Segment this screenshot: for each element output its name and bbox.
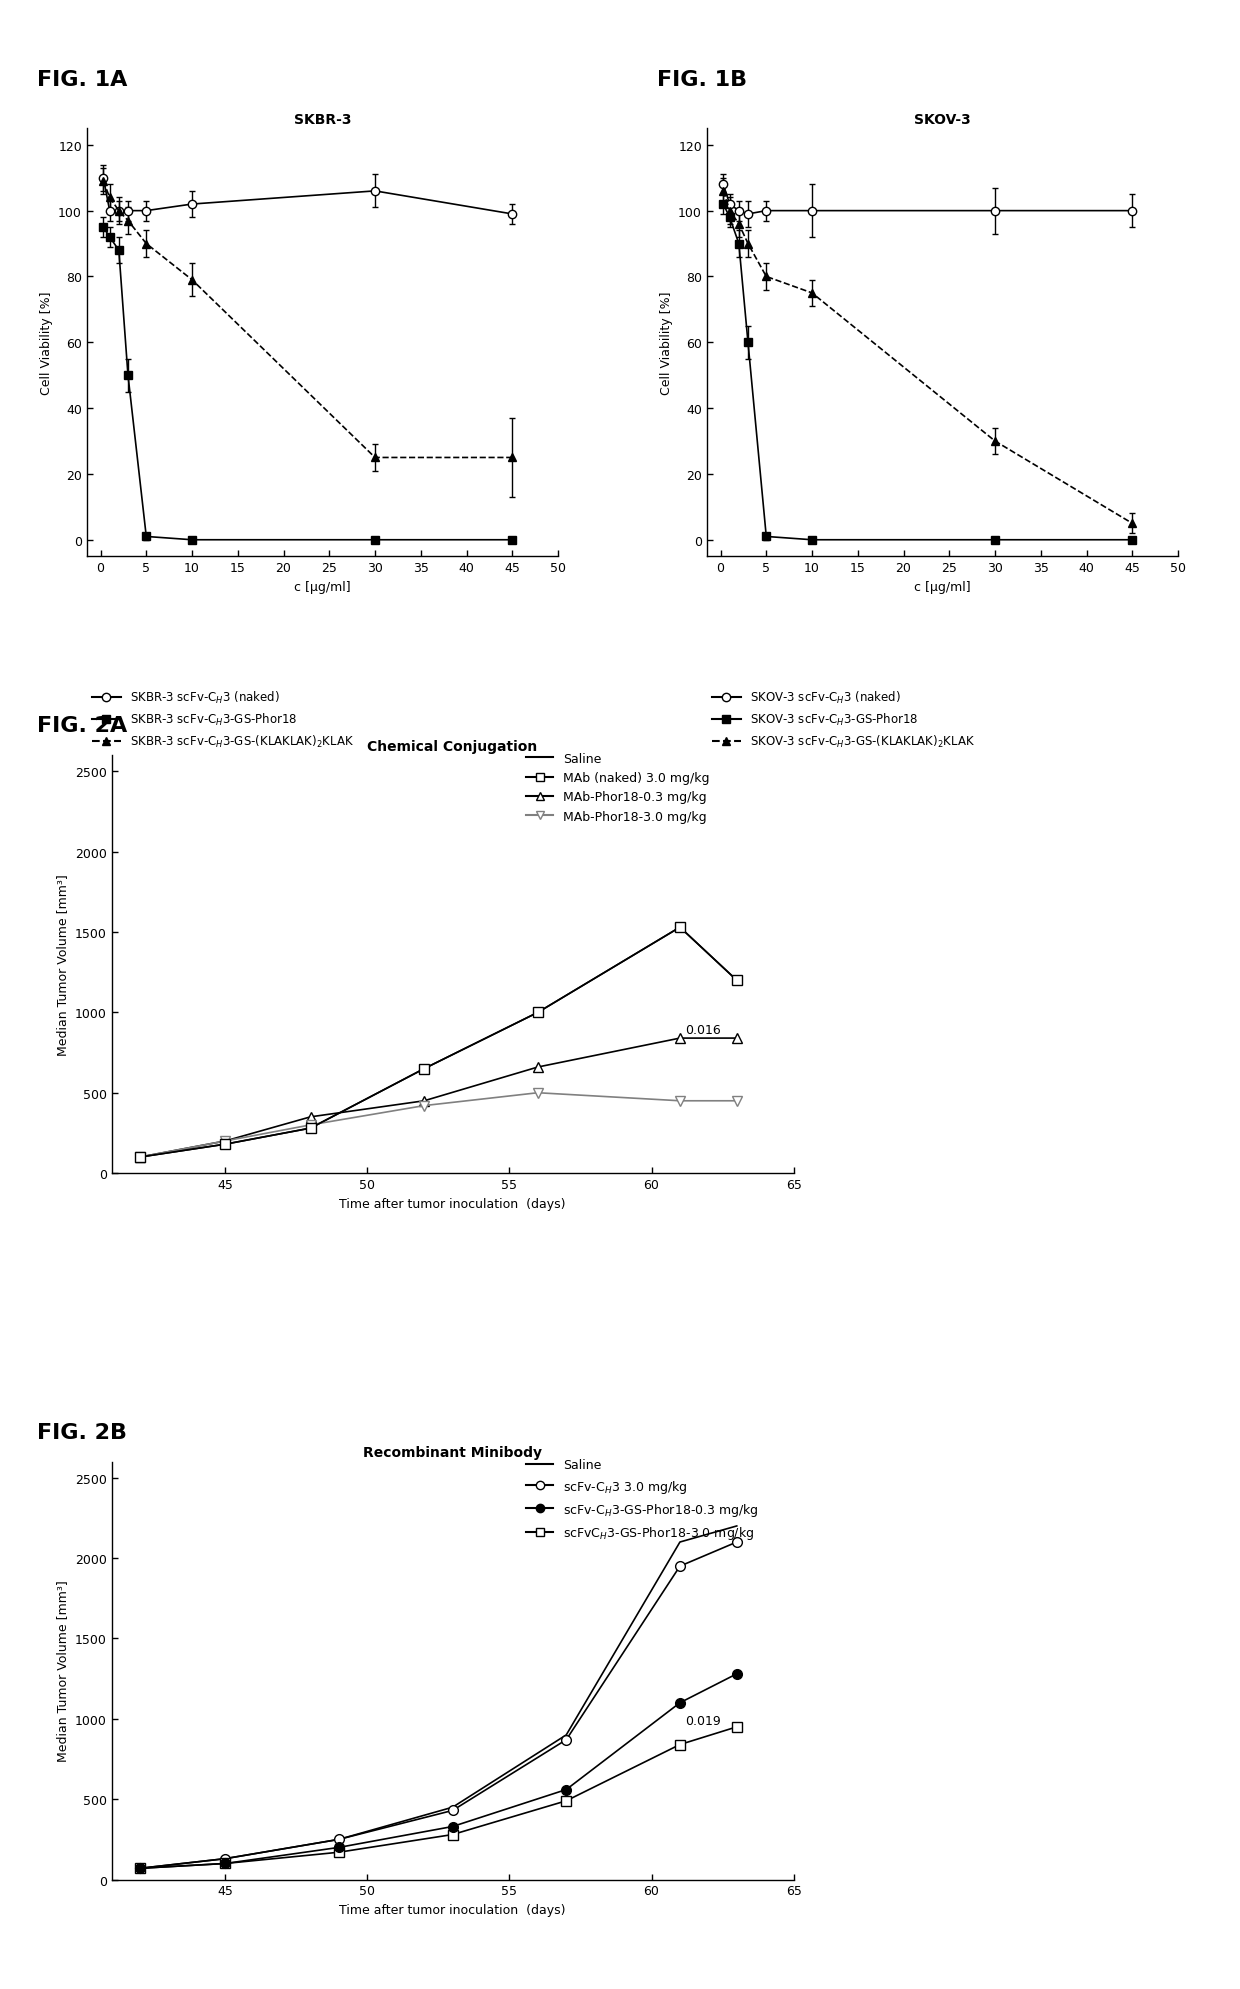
Y-axis label: Median Tumor Volume [mm³]: Median Tumor Volume [mm³] [56, 873, 69, 1056]
Y-axis label: Cell Viability [%]: Cell Viability [%] [40, 290, 52, 396]
Title: SKBR-3: SKBR-3 [294, 113, 351, 127]
X-axis label: Time after tumor inoculation  (days): Time after tumor inoculation (days) [340, 1903, 565, 1915]
X-axis label: Time after tumor inoculation  (days): Time after tumor inoculation (days) [340, 1197, 565, 1209]
Y-axis label: Cell Viability [%]: Cell Viability [%] [660, 290, 672, 396]
X-axis label: c [μg/ml]: c [μg/ml] [294, 581, 351, 593]
X-axis label: c [μg/ml]: c [μg/ml] [914, 581, 971, 593]
Legend: SKBR-3 scFv-C$_H$3 (naked), SKBR-3 scFv-C$_H$3-GS-Phor18, SKBR-3 scFv-C$_H$3-GS-: SKBR-3 scFv-C$_H$3 (naked), SKBR-3 scFv-… [87, 684, 360, 754]
Legend: Saline, MAb (naked) 3.0 mg/kg, MAb-Phor18-0.3 mg/kg, MAb-Phor18-3.0 mg/kg: Saline, MAb (naked) 3.0 mg/kg, MAb-Phor1… [521, 748, 714, 827]
Title: Chemical Conjugation: Chemical Conjugation [367, 740, 538, 754]
Text: FIG. 2A: FIG. 2A [37, 716, 128, 736]
Title: Recombinant Minibody: Recombinant Minibody [363, 1446, 542, 1460]
Legend: Saline, scFv-C$_H$3 3.0 mg/kg, scFv-C$_H$3-GS-Phor18-0.3 mg/kg, scFvC$_H$3-GS-Ph: Saline, scFv-C$_H$3 3.0 mg/kg, scFv-C$_H… [521, 1454, 764, 1545]
Text: FIG. 2B: FIG. 2B [37, 1422, 128, 1442]
Text: 0.019: 0.019 [686, 1715, 722, 1726]
Text: 0.016: 0.016 [686, 1024, 722, 1036]
Title: SKOV-3: SKOV-3 [914, 113, 971, 127]
Text: FIG. 1A: FIG. 1A [37, 70, 128, 90]
Y-axis label: Median Tumor Volume [mm³]: Median Tumor Volume [mm³] [56, 1579, 69, 1762]
Text: FIG. 1B: FIG. 1B [657, 70, 748, 90]
Legend: SKOV-3 scFv-C$_H$3 (naked), SKOV-3 scFv-C$_H$3-GS-Phor18, SKOV-3 scFv-C$_H$3-GS-: SKOV-3 scFv-C$_H$3 (naked), SKOV-3 scFv-… [707, 684, 981, 754]
